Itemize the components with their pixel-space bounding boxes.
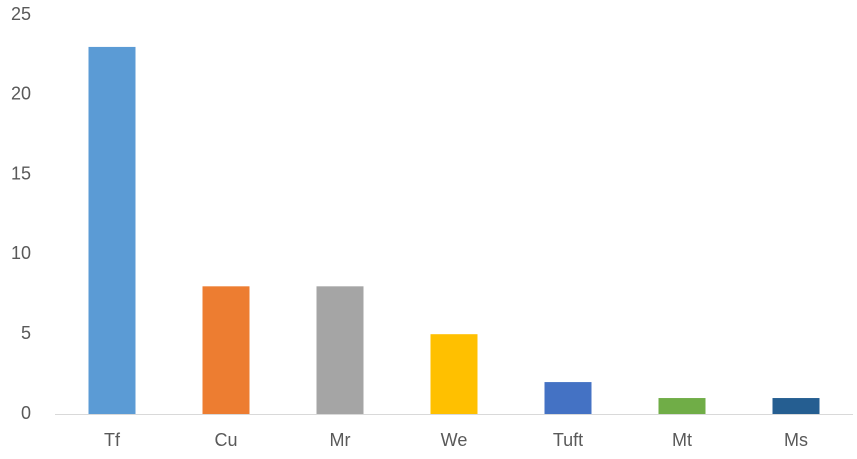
x-tick-label: We [441,430,468,450]
bar [772,398,820,414]
x-tick-label: Tuft [553,430,583,450]
y-tick-label: 25 [11,4,31,24]
x-tick-label: Tf [104,430,121,450]
y-tick-label: 0 [21,403,31,423]
bar [88,46,136,415]
bar [544,382,592,414]
bar [202,286,250,414]
x-tick-label: Mr [330,430,351,450]
x-tick-label: Ms [784,430,808,450]
y-tick-label: 20 [11,84,31,104]
y-tick-label: 5 [21,323,31,343]
bar [658,398,706,414]
y-tick-label: 15 [11,163,31,183]
y-tick-label: 10 [11,243,31,263]
bar [430,334,478,414]
x-tick-label: Cu [214,430,237,450]
bar [316,286,364,414]
x-tick-label: Mt [672,430,692,450]
